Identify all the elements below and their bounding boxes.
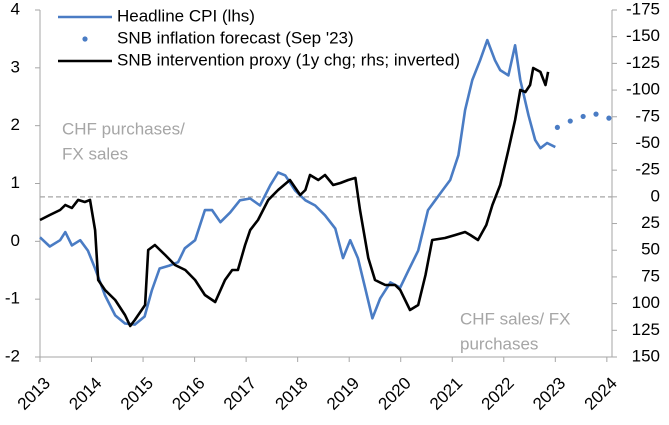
- y2-tick-label: 150: [632, 346, 660, 365]
- x-tick-label: 2014: [65, 374, 105, 414]
- y-tick-label: -2: [5, 346, 20, 365]
- y-tick-label: 2: [11, 115, 20, 134]
- y2-tick-label: 125: [632, 320, 660, 339]
- y2-tick-label: -50: [635, 133, 660, 152]
- y2-tick-label: 50: [641, 240, 660, 259]
- legend-label: SNB inflation forecast (Sep '23): [117, 28, 354, 47]
- y-tick-label: 3: [11, 57, 20, 76]
- y-tick-label: -1: [5, 289, 20, 308]
- x-tick-label: 2017: [220, 374, 260, 414]
- forecast-dot: [567, 118, 573, 124]
- x-tick-label: 2023: [529, 374, 569, 414]
- forecast-dot: [554, 124, 560, 131]
- x-tick-label: 2024: [581, 374, 621, 414]
- y-tick-label: 1: [11, 173, 20, 192]
- y-tick-label: 4: [11, 0, 20, 18]
- annotation: purchases: [460, 334, 538, 353]
- x-tick-label: 2013: [14, 374, 54, 414]
- x-tick-label: 2016: [168, 374, 208, 414]
- y-tick-label: 0: [11, 231, 20, 250]
- x-tick-label: 2015: [117, 374, 157, 414]
- annotation: CHF purchases/: [62, 119, 185, 138]
- y2-tick-label: -125: [626, 53, 660, 72]
- y2-tick-label: -100: [626, 80, 660, 99]
- annotation: CHF sales/ FX: [460, 309, 571, 328]
- series-line: [39, 66, 550, 328]
- y2-tick-label: -75: [635, 106, 660, 125]
- forecast-dot: [593, 111, 599, 117]
- y2-tick-label: 25: [641, 213, 660, 232]
- legend-marker: [82, 36, 88, 42]
- forecast-dot: [580, 113, 586, 120]
- y2-tick-label: -150: [626, 26, 660, 45]
- y2-tick-label: -25: [635, 160, 660, 179]
- y2-tick-label: -175: [626, 0, 660, 18]
- x-tick-label: 2020: [375, 374, 415, 414]
- x-tick-label: 2019: [323, 374, 363, 414]
- x-tick-label: 2021: [426, 374, 466, 414]
- annotation: FX sales: [62, 144, 128, 163]
- legend-label: Headline CPI (lhs): [117, 6, 255, 25]
- x-tick-label: 2018: [271, 374, 311, 414]
- x-tick-label: 2022: [478, 374, 518, 414]
- y2-tick-label: 0: [651, 186, 660, 205]
- y2-tick-label: 100: [632, 293, 660, 312]
- legend-label: SNB intervention proxy (1y chg; rhs; inv…: [117, 50, 460, 69]
- y2-tick-label: 75: [641, 266, 660, 285]
- series-line: [39, 38, 556, 326]
- forecast-dot: [606, 115, 612, 121]
